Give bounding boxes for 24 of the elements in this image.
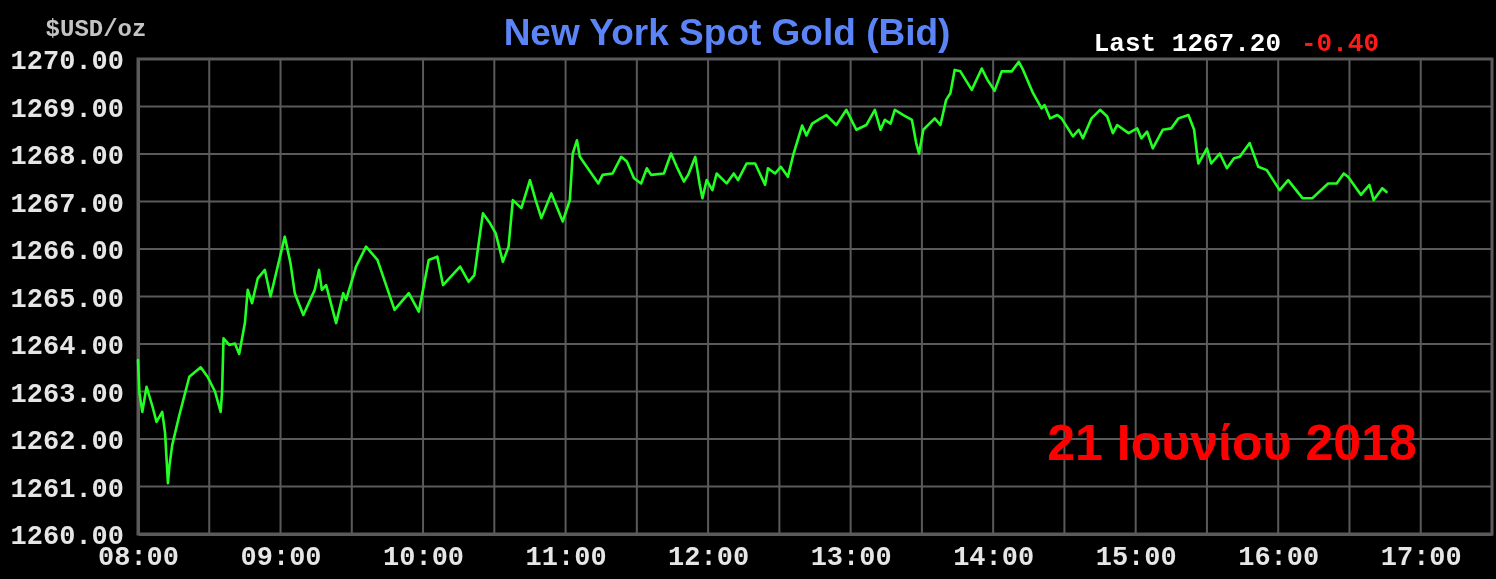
y-tick-label: 1264.00	[10, 332, 124, 363]
x-tick-label: 10:00	[383, 542, 465, 573]
x-tick-label: 16:00	[1238, 542, 1320, 573]
x-tick-label: 11:00	[525, 542, 607, 573]
x-tick-label: 12:00	[668, 542, 750, 573]
x-tick-label: 17:00	[1380, 542, 1462, 573]
y-tick-label: 1269.00	[10, 94, 124, 125]
y-tick-label: 1268.00	[10, 142, 124, 173]
y-axis-title: $USD/oz	[45, 16, 147, 43]
annotation: -0.40	[1301, 29, 1380, 59]
x-tick-label: 09:00	[240, 542, 322, 573]
y-tick-label: 1267.00	[10, 189, 124, 220]
annotation: Last 1267.20	[1093, 29, 1281, 59]
y-tick-label: 1261.00	[10, 474, 124, 505]
y-tick-label: 1262.00	[10, 427, 124, 458]
y-tick-label: 1270.00	[10, 47, 124, 78]
y-tick-label: 1266.00	[10, 237, 124, 268]
x-tick-label: 13:00	[810, 542, 892, 573]
annotation: 21 Ιουνίου 2018	[1047, 415, 1417, 471]
x-tick-label: 15:00	[1095, 542, 1177, 573]
y-tick-label: 1263.00	[10, 379, 124, 410]
x-tick-label: 14:00	[953, 542, 1035, 573]
chart-title: New York Spot Gold (Bid)	[503, 12, 951, 53]
y-tick-label: 1265.00	[10, 284, 124, 315]
